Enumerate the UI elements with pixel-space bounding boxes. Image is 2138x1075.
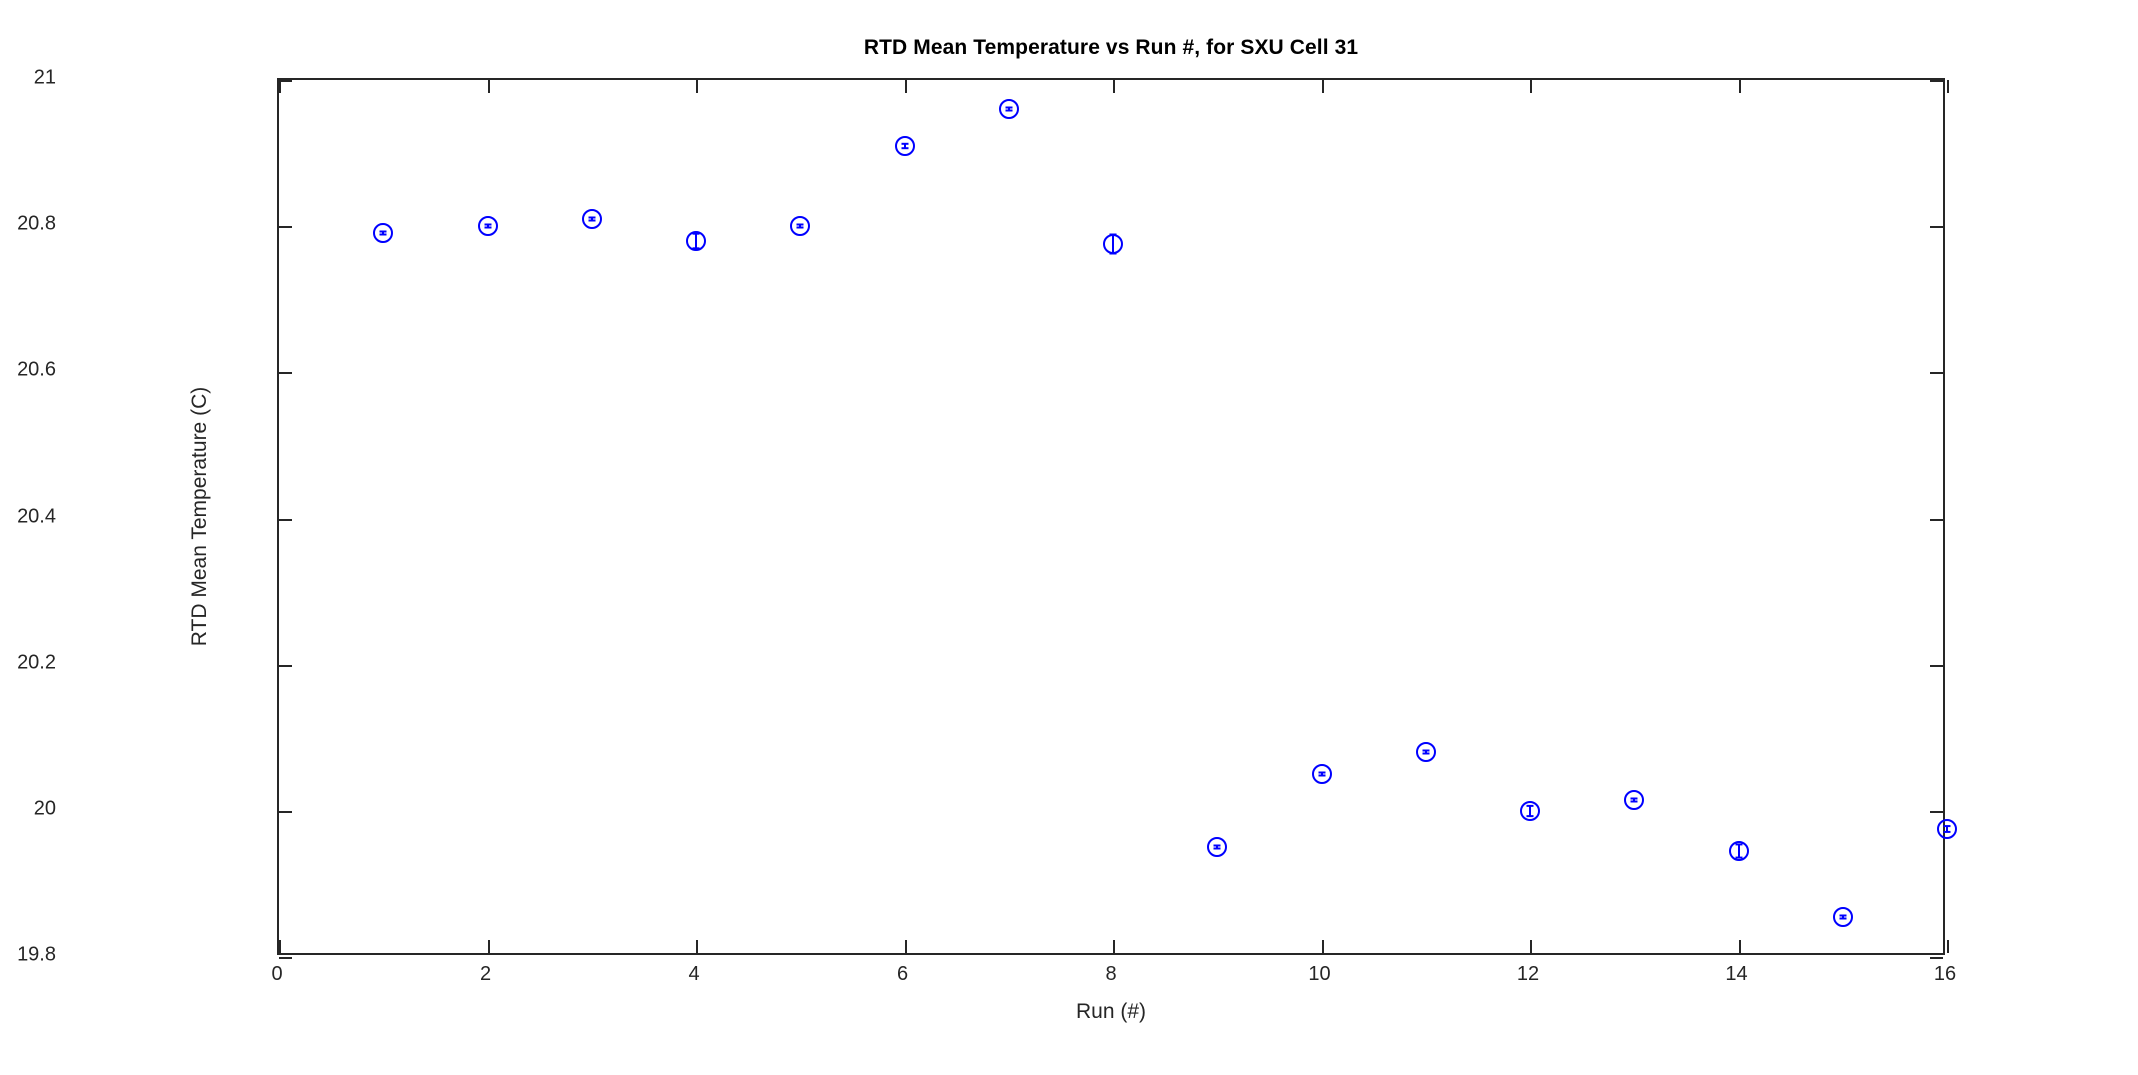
y-axis-tick	[279, 957, 292, 959]
x-axis-tick	[487, 940, 490, 953]
data-point-layer	[279, 80, 1957, 953]
y-axis-tick	[1930, 80, 1943, 82]
y-axis-tick	[1930, 810, 1943, 813]
x-axis-tick	[1113, 940, 1115, 953]
x-axis-tick	[1738, 80, 1741, 93]
y-axis-tick	[279, 372, 292, 375]
x-axis-tick	[696, 80, 698, 93]
x-axis-tick	[1113, 80, 1115, 93]
x-axis-tick	[904, 940, 907, 953]
data-point-marker	[1621, 787, 1647, 813]
x-axis-tick	[487, 80, 490, 93]
x-axis-label: Run (#)	[1075, 1000, 1147, 1023]
y-axis-tick-label: 19.8	[17, 943, 56, 966]
x-axis-tick-label: 8	[1105, 963, 1117, 985]
x-axis-tick	[696, 940, 698, 953]
y-axis-tick	[1930, 372, 1943, 375]
data-point-marker	[370, 220, 396, 246]
y-axis-tick-label: 20	[33, 797, 56, 820]
y-axis-tick	[279, 226, 292, 229]
x-axis-tick	[1947, 940, 1949, 953]
x-axis-tick	[904, 80, 907, 93]
y-axis-tick	[279, 518, 292, 521]
x-axis-tick	[279, 80, 281, 93]
x-axis-tick	[1530, 80, 1532, 93]
data-point-marker	[579, 206, 605, 232]
x-axis-tick-label: 2	[479, 963, 492, 985]
x-axis-tick	[1530, 940, 1532, 953]
data-point-marker	[892, 133, 918, 159]
data-point-marker	[996, 96, 1022, 122]
data-point-marker	[1517, 798, 1543, 824]
y-axis-tick	[279, 810, 292, 813]
data-point-marker	[1204, 834, 1230, 860]
x-axis-tick-label: 0	[271, 963, 283, 985]
x-axis-tick	[279, 940, 281, 953]
x-axis-tick-label: 12	[1516, 963, 1540, 985]
y-axis-tick	[279, 664, 292, 667]
y-axis-tick-label: 20.2	[17, 651, 56, 674]
data-point-marker	[1934, 816, 1960, 842]
data-point-marker	[1726, 838, 1752, 864]
y-axis-tick	[1930, 226, 1943, 229]
x-axis-tick	[1738, 940, 1741, 953]
x-axis-tick-label: 10	[1308, 963, 1331, 985]
data-point-marker	[1413, 739, 1439, 765]
x-axis-tick-label: 4	[688, 963, 700, 985]
x-axis-tick-label: 6	[896, 963, 909, 985]
page-title: RTD Mean Temperature vs Run #, for SXU C…	[863, 36, 1359, 59]
y-axis-tick-label: 20.4	[17, 505, 56, 527]
data-point-marker	[1100, 231, 1126, 257]
x-axis-tick	[1321, 80, 1324, 93]
data-point-marker	[1830, 904, 1856, 930]
y-axis-tick	[1930, 664, 1943, 667]
x-axis-tick	[1947, 80, 1949, 93]
x-axis-tick-label: 14	[1725, 963, 1748, 985]
data-point-marker	[683, 228, 709, 254]
x-axis-tick	[1321, 940, 1324, 953]
y-axis-label: RTD Mean Temperature (C)	[188, 386, 211, 647]
y-axis-tick	[1930, 957, 1943, 959]
plot-area	[277, 78, 1957, 959]
y-axis-tick-label: 20.8	[17, 212, 56, 235]
y-axis-tick-label: 21	[33, 66, 56, 89]
y-axis-tick	[1930, 518, 1943, 521]
data-point-marker	[475, 213, 501, 239]
data-point-marker	[1309, 761, 1335, 787]
y-axis-tick	[279, 80, 292, 82]
x-axis-tick-label: 16	[1933, 963, 1957, 985]
data-point-marker	[787, 213, 813, 239]
y-axis-tick-label: 20.6	[17, 358, 56, 381]
